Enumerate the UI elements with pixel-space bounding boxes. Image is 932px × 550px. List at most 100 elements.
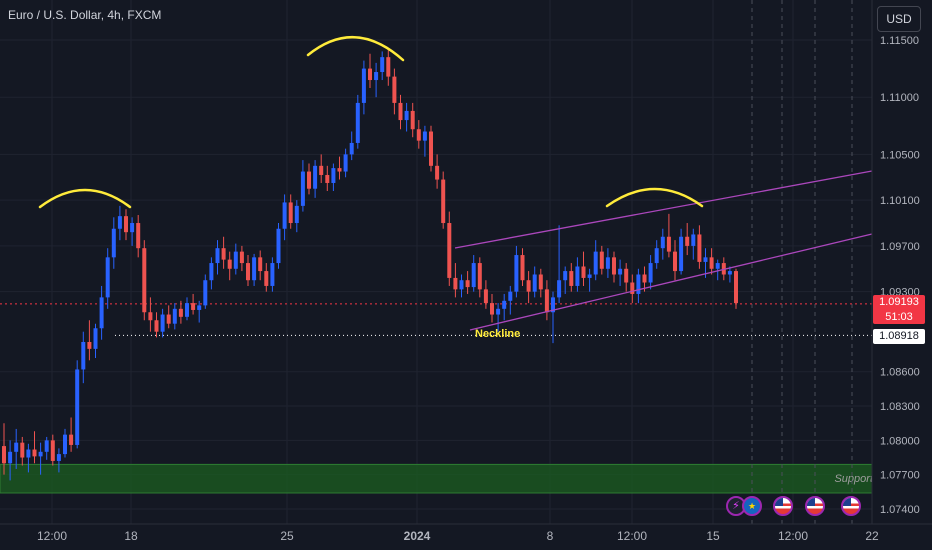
- bar-countdown-tag: 51:03: [873, 310, 925, 324]
- candle: [32, 431, 37, 464]
- channel-upper-line[interactable]: [454, 170, 873, 249]
- candle-body: [2, 446, 6, 464]
- candle-body: [727, 271, 732, 275]
- candle-body: [282, 202, 287, 229]
- candle: [343, 148, 348, 178]
- candle: [69, 417, 74, 452]
- candle-body: [185, 303, 189, 317]
- candle-body: [581, 266, 586, 278]
- support-zone: [0, 463, 873, 494]
- candle: [172, 303, 177, 330]
- candle: [233, 243, 238, 275]
- candle-body: [258, 257, 263, 272]
- candle-body: [380, 57, 385, 73]
- candle: [532, 266, 537, 298]
- candle: [526, 271, 531, 304]
- candle-body: [471, 263, 476, 288]
- candle-body: [453, 277, 458, 290]
- candle: [642, 266, 647, 292]
- head-arc[interactable]: [306, 35, 405, 62]
- candle: [666, 213, 671, 258]
- candle: [502, 293, 507, 321]
- candle-body: [154, 320, 159, 332]
- us-flag-icon[interactable]: [773, 496, 793, 516]
- y-tick-label: 1.07700: [880, 470, 920, 482]
- candle: [227, 251, 232, 281]
- candle: [618, 259, 623, 286]
- right-shoulder-arc[interactable]: [605, 187, 704, 208]
- candle: [239, 245, 244, 272]
- candle: [142, 240, 147, 321]
- candle-body: [264, 271, 269, 286]
- candle: [258, 250, 263, 281]
- candle-body: [349, 142, 354, 155]
- candle-body: [569, 271, 574, 286]
- time-axis[interactable]: 12:00 18 25 2024 8 12:00 15 12:00 22: [0, 523, 932, 550]
- candle-body: [178, 308, 183, 317]
- candle: [593, 240, 598, 281]
- candle-body: [624, 268, 629, 283]
- currency-button[interactable]: USD: [877, 6, 921, 32]
- candle-body: [386, 57, 391, 77]
- candle-body: [32, 449, 37, 457]
- candle-body: [490, 303, 494, 315]
- candle-body: [429, 131, 433, 166]
- candle-body: [252, 257, 257, 281]
- candle: [374, 62, 379, 98]
- candle-body: [75, 369, 80, 445]
- candle: [538, 268, 543, 298]
- pattern-arcs[interactable]: [38, 35, 704, 209]
- candle: [734, 268, 738, 309]
- candle-body: [63, 434, 67, 455]
- candle-body: [325, 174, 330, 183]
- candle: [20, 436, 25, 466]
- us-flag-icon[interactable]: [805, 496, 825, 516]
- candle: [44, 436, 49, 460]
- us-flag-icon[interactable]: [841, 496, 861, 516]
- candle-body: [477, 263, 482, 290]
- y-tick-label: 1.10500: [880, 149, 920, 161]
- candle-body: [343, 154, 348, 172]
- candle: [8, 440, 13, 481]
- eu-flag-icon[interactable]: ★: [742, 496, 762, 516]
- candle: [221, 236, 226, 269]
- candle-body: [221, 248, 226, 260]
- candle: [294, 200, 299, 233]
- candle-body: [483, 289, 488, 304]
- candle-body: [514, 255, 519, 292]
- candle-body: [233, 251, 238, 269]
- candle: [563, 266, 568, 294]
- time-axis-bg: [0, 524, 932, 550]
- candle-body: [191, 303, 196, 310]
- candle: [56, 448, 61, 473]
- candle: [715, 259, 720, 281]
- candle-body: [99, 297, 104, 329]
- candle-body: [197, 305, 202, 310]
- candle-body: [508, 291, 513, 301]
- rising-channel[interactable]: [454, 170, 873, 331]
- candle: [105, 248, 110, 309]
- candle: [154, 312, 159, 338]
- x-tick-label: 18: [124, 529, 138, 543]
- candle-body: [105, 257, 110, 298]
- candle-body: [666, 236, 671, 252]
- candle-body: [496, 308, 501, 315]
- candle-body: [172, 308, 177, 324]
- candle: [337, 156, 342, 180]
- candle-body: [209, 263, 214, 281]
- candle-body: [368, 68, 372, 81]
- candle: [471, 255, 476, 292]
- candle: [111, 217, 116, 269]
- candle-body: [142, 248, 147, 313]
- candle: [508, 285, 513, 315]
- candle: [361, 60, 366, 115]
- left-shoulder-arc[interactable]: [38, 188, 132, 209]
- channel-lower-line[interactable]: [469, 233, 873, 331]
- price-axis[interactable]: 1.115001.110001.105001.101001.097001.093…: [871, 0, 932, 550]
- candle-body: [551, 297, 555, 313]
- candle: [313, 160, 318, 198]
- candle: [624, 263, 629, 292]
- candle-body: [148, 312, 153, 321]
